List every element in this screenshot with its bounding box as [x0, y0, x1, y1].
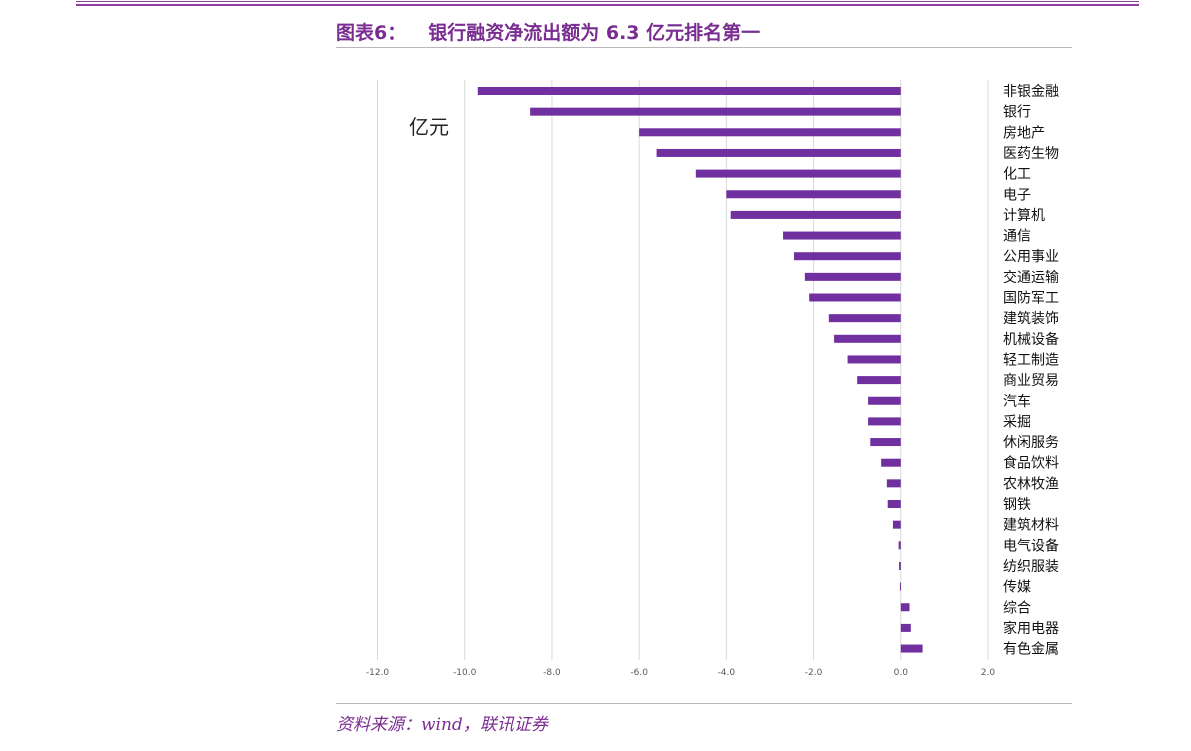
bar: [477, 87, 901, 95]
category-label: 电子: [1003, 187, 1031, 203]
bar: [900, 603, 910, 612]
category-label: 建筑装饰: [1003, 311, 1059, 327]
bar: [899, 561, 901, 570]
bar: [783, 231, 901, 240]
top-rule: [76, 1, 1139, 2]
category-label: 商业贸易: [1003, 373, 1059, 389]
category-label: 交通运输: [1003, 269, 1059, 286]
figure-label: 图表6：: [336, 22, 407, 44]
bar: [898, 541, 901, 550]
bar: [892, 520, 901, 529]
category-label: 纺织服装: [1003, 559, 1059, 575]
bar: [793, 252, 901, 261]
x-tick-label: 2.0: [981, 668, 996, 678]
category-label: 机械设备: [1003, 331, 1059, 348]
bar: [639, 128, 901, 137]
category-label: 国防军工: [1003, 291, 1059, 307]
footer-rule: [336, 703, 1072, 704]
bar: [695, 169, 901, 178]
x-tick-label: -4.0: [718, 668, 736, 678]
x-tick-label: 0.0: [894, 668, 909, 678]
bar: [868, 396, 901, 405]
category-label: 轻工制造: [1003, 352, 1059, 368]
figure-title: 图表6： 银行融资净流出额为 6.3 亿元排名第一: [336, 18, 760, 45]
bar: [847, 355, 901, 364]
bar: [804, 272, 901, 281]
bar: [881, 458, 901, 467]
category-label: 通信: [1003, 229, 1031, 245]
bar: [656, 148, 901, 157]
x-tick-label: -10.0: [453, 668, 477, 678]
unit-label: 亿元: [409, 115, 449, 139]
bar: [828, 314, 901, 323]
bar: [899, 582, 901, 591]
category-label: 非银金融: [1003, 84, 1059, 100]
category-label: 汽车: [1003, 393, 1031, 410]
bar: [900, 644, 923, 653]
category-label: 家用电器: [1003, 620, 1059, 637]
category-label: 公用事业: [1003, 249, 1059, 265]
bar: [730, 210, 901, 219]
bar: [857, 376, 901, 385]
source-note: 资料来源：wind，联讯证券: [336, 715, 548, 735]
figure-title-text: 银行融资净流出额为 6.3 亿元排名第一: [428, 22, 761, 44]
bar: [887, 500, 901, 508]
bar: [726, 190, 901, 199]
category-label: 采掘: [1003, 414, 1031, 430]
bar: [900, 623, 911, 632]
category-label: 银行: [1003, 105, 1031, 121]
bar: [834, 334, 901, 343]
category-label: 钢铁: [1003, 497, 1031, 513]
bar: [886, 479, 901, 488]
category-label: 化工: [1003, 167, 1031, 183]
bar: [870, 438, 901, 447]
category-label: 计算机: [1003, 208, 1045, 224]
category-label: 建筑材料: [1003, 518, 1059, 534]
category-label: 食品饮料: [1003, 455, 1059, 472]
bar: [530, 107, 901, 116]
category-label: 传媒: [1003, 580, 1031, 596]
x-tick-label: -12.0: [366, 668, 390, 678]
bar: [809, 293, 901, 302]
category-label: 综合: [1003, 600, 1031, 616]
category-label: 休闲服务: [1003, 435, 1059, 451]
x-tick-label: -6.0: [630, 668, 648, 678]
category-label: 有色金属: [1003, 641, 1059, 658]
x-tick-label: -2.0: [805, 668, 823, 678]
category-label: 农林牧渔: [1003, 476, 1059, 492]
category-label: 房地产: [1003, 125, 1045, 141]
x-tick-label: -8.0: [543, 668, 561, 678]
top-rule-thick: [76, 4, 1139, 6]
category-label: 电气设备: [1003, 537, 1059, 554]
category-label: 医药生物: [1003, 146, 1059, 162]
bar: [868, 417, 901, 426]
title-rule: [336, 47, 1072, 48]
